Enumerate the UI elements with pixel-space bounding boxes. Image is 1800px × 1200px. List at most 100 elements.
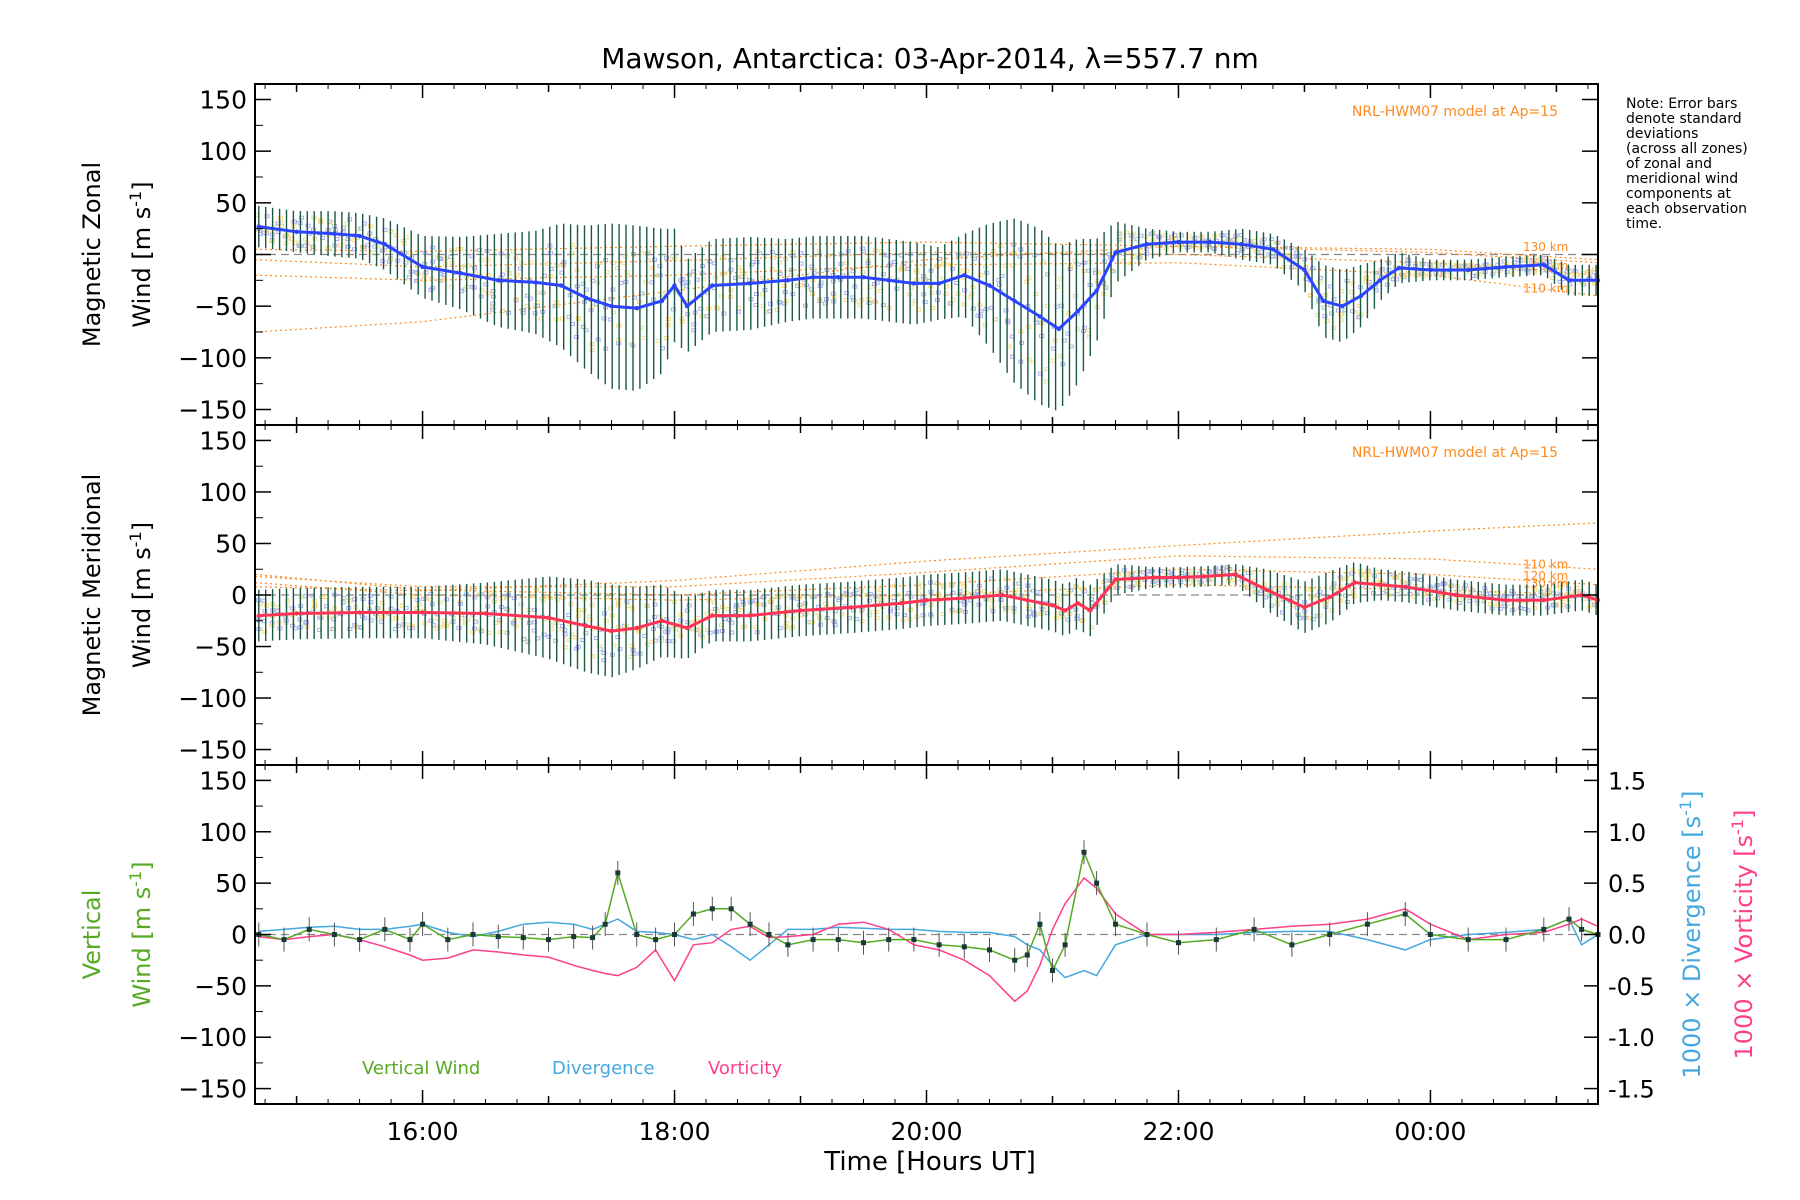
meridional-wind-point — [1503, 598, 1509, 603]
y-tick-label: −50 — [194, 292, 247, 321]
zone-sample-point — [285, 604, 290, 609]
zone-sample-point — [871, 299, 877, 304]
zone-sample-point — [608, 606, 614, 611]
vertical-wind-point — [1081, 849, 1087, 855]
zone-sample-point — [1065, 590, 1071, 595]
zonal-wind-point — [332, 231, 337, 236]
zonal-wind-point — [1566, 278, 1572, 283]
meridional-wind-point — [1176, 575, 1181, 580]
zone-sample-point — [1592, 281, 1598, 286]
meridional-wind-point — [483, 611, 488, 616]
zone-sample-point — [1386, 268, 1392, 272]
zone-sample-point — [1017, 254, 1023, 259]
zone-sample-point — [296, 243, 302, 248]
zone-sample-point — [601, 316, 607, 321]
zone-sample-point — [1150, 232, 1156, 237]
zone-sample-point — [423, 270, 429, 275]
zone-sample-point — [1003, 576, 1009, 581]
zonal-wind-point — [1239, 242, 1244, 247]
zone-sample-point — [1128, 233, 1134, 238]
y-label-line2: Wind [m s-1] — [126, 861, 156, 1007]
vertical-wind-point — [1213, 937, 1219, 943]
zone-sample-point — [1329, 608, 1335, 613]
zone-sample-point — [920, 613, 926, 618]
zone-sample-point — [1446, 581, 1452, 585]
zone-sample-point — [449, 284, 455, 289]
zone-sample-point — [257, 602, 263, 607]
vertical-wind-point — [861, 940, 866, 946]
zone-sample-point — [1509, 592, 1515, 597]
vertical-wind-point — [1251, 926, 1257, 932]
meridional-wind-point — [256, 613, 261, 618]
y-tick-label: 150 — [199, 426, 247, 455]
vertical-wind-point — [1402, 911, 1408, 917]
zone-sample-point — [825, 592, 831, 597]
zone-sample-point — [562, 628, 568, 633]
legend-entry: Vorticity — [708, 1058, 782, 1079]
zone-sample-point — [1377, 270, 1383, 275]
zone-sample-point — [1003, 308, 1009, 313]
zone-sample-point — [428, 618, 434, 623]
zone-sample-point — [670, 307, 676, 312]
zone-sample-point — [608, 296, 614, 301]
meridional-wind-point — [747, 613, 753, 618]
zonal-wind-point — [911, 281, 917, 286]
zone-sample-point — [615, 625, 621, 629]
meridional-wind-line — [258, 572, 1599, 633]
y2-label-divergence: 1000 × Divergence [s-1] — [1676, 790, 1706, 1078]
zone-sample-point — [575, 317, 581, 322]
zone-sample-point — [1567, 282, 1573, 287]
zone-sample-point — [1081, 260, 1087, 265]
zone-sample-point — [574, 646, 579, 651]
zone-sample-point — [1366, 572, 1371, 577]
vertical-wind-point — [571, 934, 577, 940]
zone-sample-point — [546, 634, 552, 639]
zone-sample-point — [469, 284, 475, 289]
vertical-wind-point — [1113, 921, 1118, 927]
zonal-wind-point — [1075, 309, 1080, 314]
model-curve — [254, 522, 1597, 592]
vertical-wind-point — [1094, 880, 1100, 886]
zone-sample-point — [624, 599, 630, 604]
zone-sample-point — [1045, 303, 1051, 308]
zone-sample-point — [962, 602, 968, 607]
zone-sample-point — [1573, 272, 1579, 277]
note-line: meridional wind — [1626, 171, 1738, 187]
y-tick-label: −150 — [178, 736, 247, 765]
zonal-wind-point — [609, 304, 614, 309]
vertical-wind-point — [766, 932, 772, 937]
y2-tick-label: 1.5 — [1608, 767, 1646, 795]
meridional-wind-point — [798, 608, 803, 613]
vertical-wind-point — [709, 906, 715, 912]
zone-sample-point — [1504, 269, 1510, 274]
zone-sample-point — [1158, 569, 1163, 574]
vertical-wind-point — [835, 937, 841, 943]
vorticity-line — [258, 876, 1599, 1003]
note-line: deviations — [1626, 126, 1698, 142]
zone-sample-point — [770, 250, 776, 255]
zone-sample-point — [1109, 573, 1115, 578]
zone-sample-point — [1338, 577, 1344, 582]
zone-sample-point — [1329, 586, 1335, 591]
zone-sample-point — [851, 608, 857, 613]
meridional-wind-point — [294, 611, 299, 616]
zone-sample-point — [887, 595, 893, 600]
model-label: NRL-HWM07 model at Ap=15 — [1352, 104, 1558, 120]
zone-sample-point — [1024, 280, 1030, 285]
zone-sample-point — [1371, 591, 1376, 596]
figure-title: Mawson, Antarctica: 03-Apr-2014, λ=557.7… — [601, 42, 1259, 75]
zone-sample-point — [1379, 267, 1385, 272]
zone-sample-point — [657, 264, 663, 269]
meridional-wind-point — [899, 601, 904, 606]
zonal-wind-point — [256, 224, 261, 229]
zonal-wind-point — [861, 275, 866, 280]
meridional-wind-point — [357, 610, 362, 615]
meridional-wind-point — [584, 623, 589, 629]
zone-sample-point — [1384, 282, 1390, 287]
x-axis-label: Time [Hours UT] — [823, 1147, 1036, 1177]
zonal-wind-point — [810, 275, 816, 280]
zone-sample-point — [437, 600, 443, 605]
zone-sample-point — [485, 273, 491, 277]
